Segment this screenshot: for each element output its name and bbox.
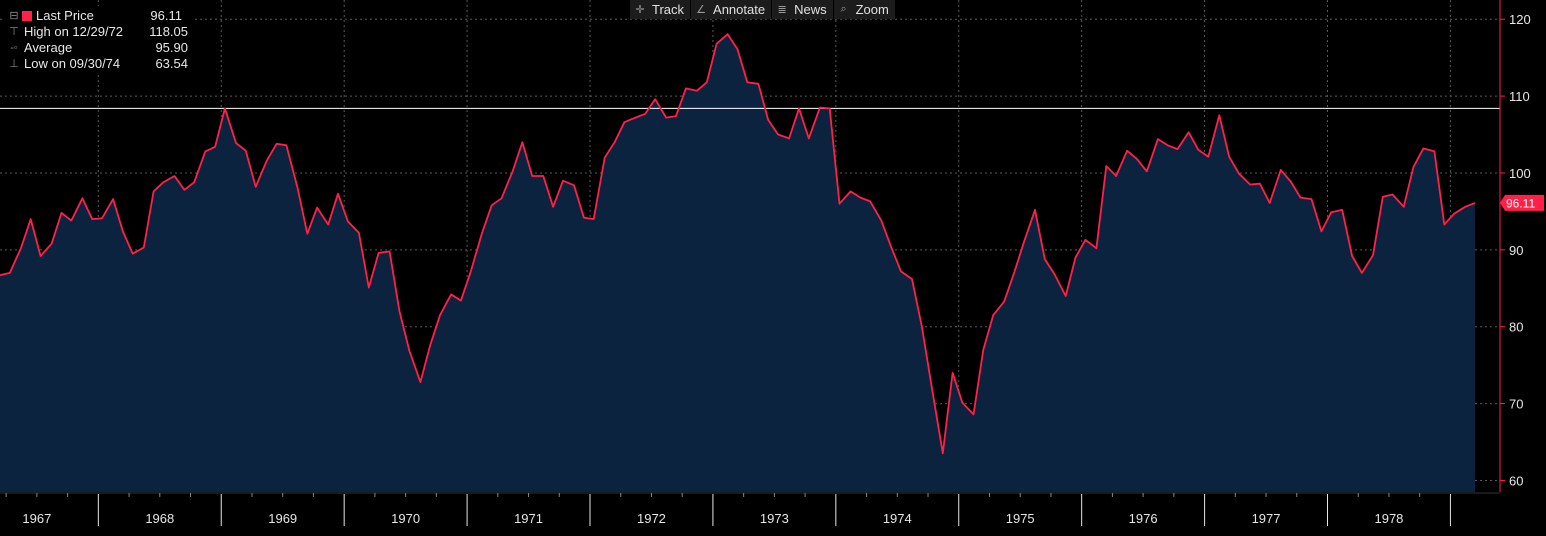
y-tick-label: 100	[1509, 166, 1531, 181]
legend-average-value: 95.90	[155, 40, 188, 55]
x-tick-label: 1967	[22, 511, 51, 526]
price-area-fill	[0, 34, 1475, 492]
x-tick-label: 1973	[760, 511, 789, 526]
x-tick-label: 1977	[1252, 511, 1281, 526]
low-marker-icon: ⊥	[9, 58, 19, 70]
y-tick-label: 70	[1509, 397, 1523, 412]
magnifier-icon: ⌕	[840, 3, 847, 15]
x-tick-label: 1969	[268, 511, 297, 526]
annotate-label: Annotate	[713, 2, 766, 17]
collapse-icon[interactable]: ⊟	[9, 10, 19, 22]
legend-last-price-value: 96.11	[150, 8, 182, 23]
legend-low-value: 63.54	[155, 56, 188, 71]
legend-low-label: Low on 09/30/74	[24, 56, 121, 71]
y-tick-label: 80	[1509, 320, 1523, 335]
y-tick-label: 60	[1509, 473, 1523, 488]
zoom-label: Zoom	[855, 2, 889, 17]
track-button[interactable]: ✛ Track	[630, 0, 692, 19]
legend-high: ⊤ High on 12/29/72 118.05	[8, 24, 188, 40]
x-tick-label: 1970	[391, 511, 420, 526]
price-line	[0, 33, 1476, 455]
legend-panel: ⊟ Last Price 96.11 ⊤ High on 12/29/72 11…	[4, 6, 194, 74]
legend-high-value: 118.05	[149, 24, 188, 39]
news-button[interactable]: ≣ News	[772, 0, 834, 19]
average-marker-icon: -◦	[10, 42, 18, 54]
legend-last-price: ⊟ Last Price 96.11	[8, 8, 188, 24]
y-axis: 60 70 80 90 100 110 120	[1499, 0, 1531, 492]
news-label: News	[794, 2, 827, 17]
x-tick-label: 1976	[1129, 511, 1158, 526]
annotate-button[interactable]: ∠ Annotate	[691, 0, 773, 19]
news-icon: ≣	[777, 4, 787, 16]
last-price-swatch	[22, 11, 32, 21]
last-price-tag-text: 96.11	[1506, 196, 1535, 210]
track-label: Track	[652, 2, 685, 17]
legend-average: -◦ Average 95.90	[8, 40, 188, 56]
x-tick-label: 1974	[883, 511, 912, 526]
legend-low: ⊥ Low on 09/30/74 63.54	[8, 56, 188, 72]
high-marker-icon: ⊤	[9, 26, 19, 38]
pencil-icon: ∠	[696, 4, 706, 16]
x-tick-label: 1975	[1006, 511, 1035, 526]
x-tick-label: 1968	[145, 511, 174, 526]
y-tick-label: 120	[1509, 12, 1531, 27]
zoom-button[interactable]: ⌕ Zoom	[833, 0, 896, 19]
last-price-tag: 96.11	[1500, 194, 1544, 211]
x-tick-label: 1972	[637, 511, 666, 526]
crosshair-icon: ✛	[635, 4, 645, 16]
last-price-tag-shape	[1500, 194, 1544, 211]
y-tick-label: 90	[1509, 243, 1523, 258]
x-tick-label: 1971	[514, 511, 543, 526]
y-tick-label: 110	[1509, 89, 1530, 104]
legend-average-label: Average	[24, 40, 73, 55]
legend-last-price-label: Last Price	[36, 8, 94, 23]
x-tick-label: 1978	[1374, 511, 1403, 526]
legend-high-label: High on 12/29/72	[24, 24, 124, 39]
chart-toolbar: ✛ Track ∠ Annotate ≣ News ⌕ Zoom	[630, 0, 896, 19]
x-axis: 1967 1968 1969 1970 1971 1972 1973 1974 1975 1976…	[0, 492, 1500, 526]
